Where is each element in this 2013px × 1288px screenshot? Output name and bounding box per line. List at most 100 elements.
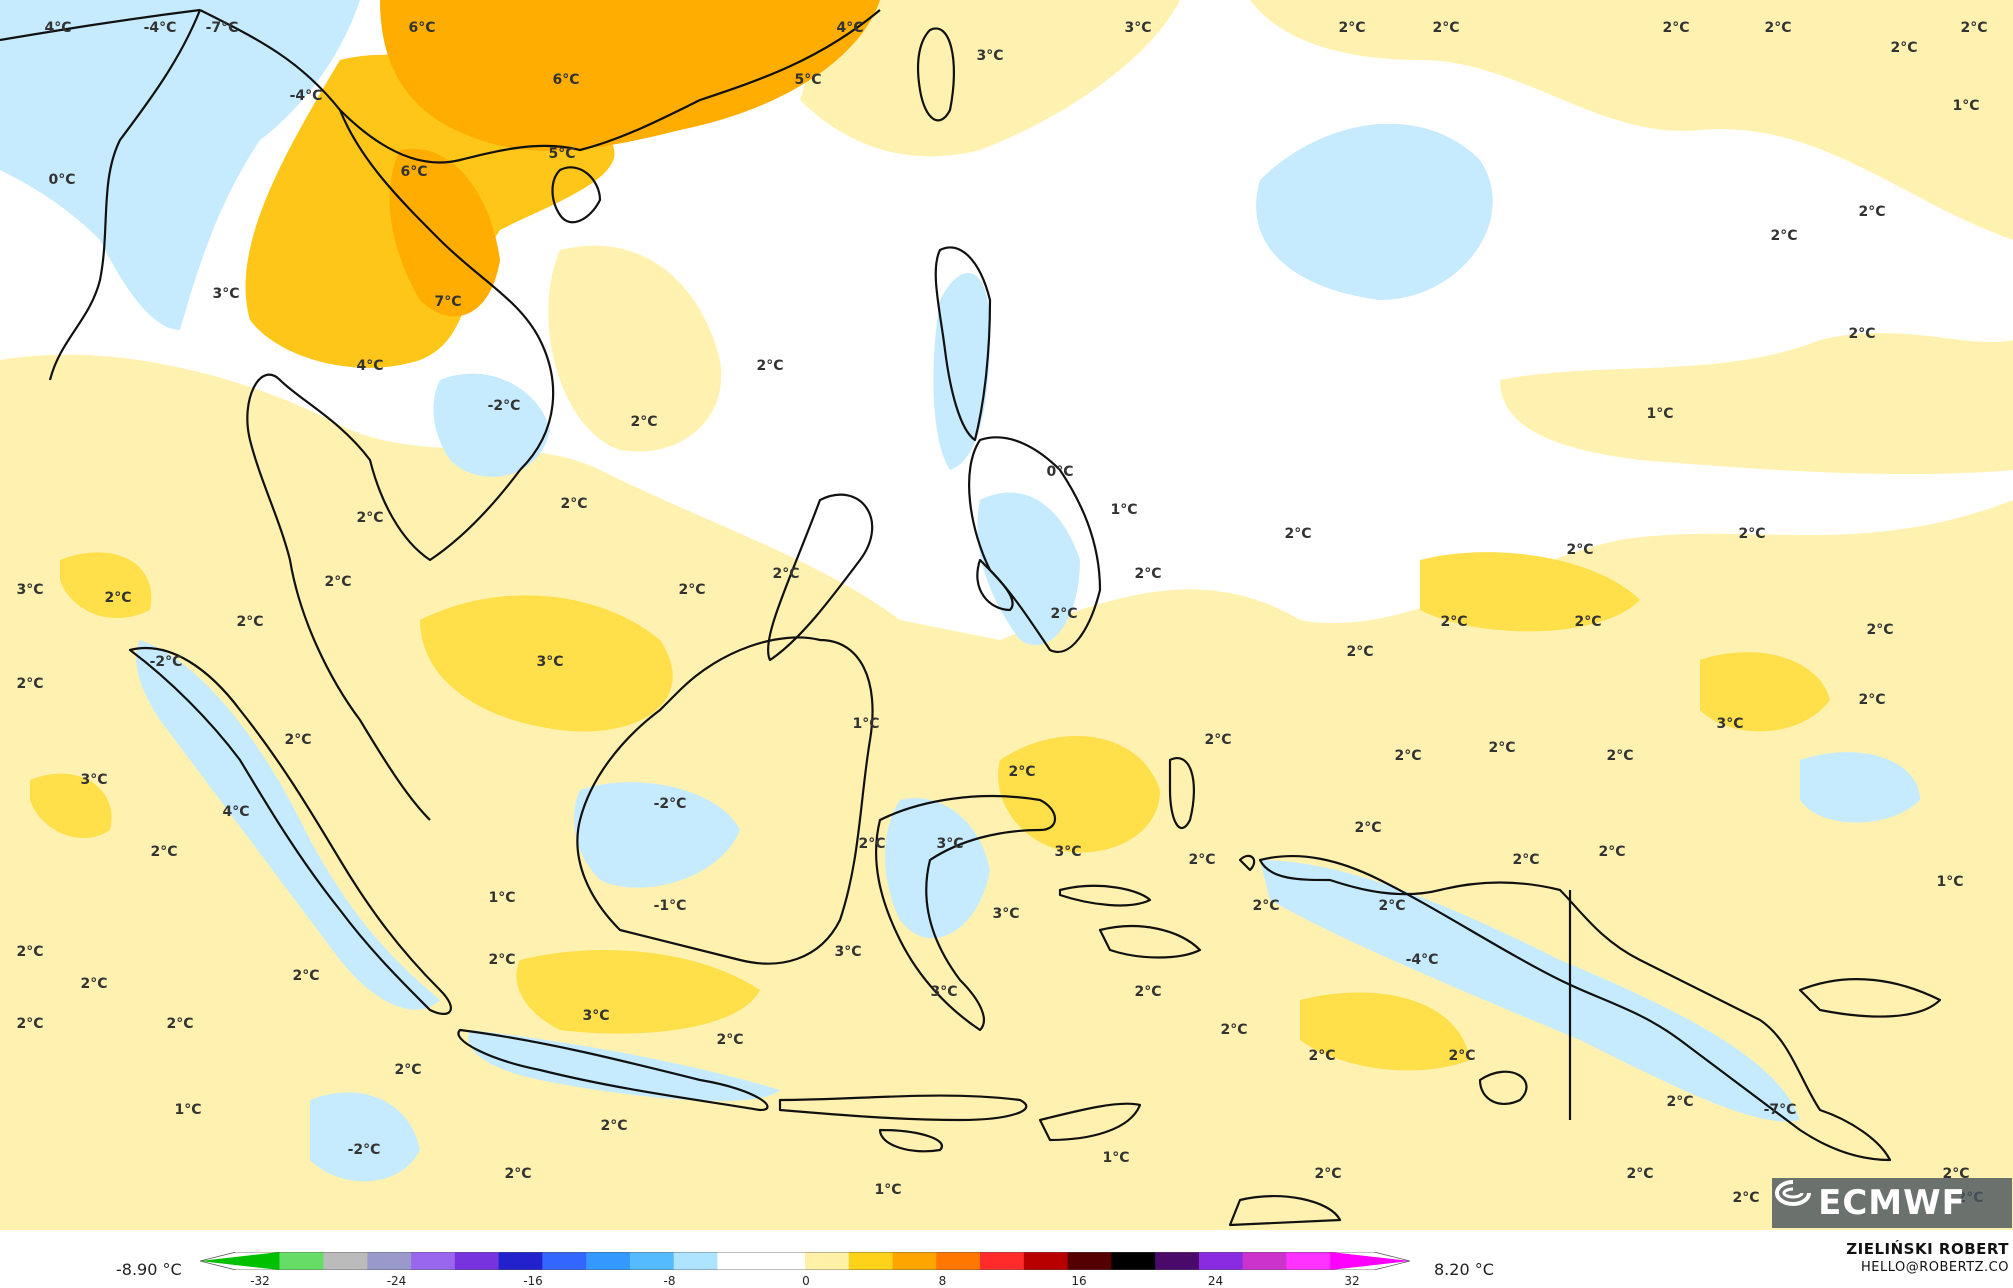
temperature-label: 2°C <box>1440 614 1468 630</box>
temperature-label: 2°C <box>1666 1094 1694 1110</box>
temperature-label: 0°C <box>48 172 76 188</box>
temperature-label: 2°C <box>292 968 320 984</box>
temperature-label: 2°C <box>1204 732 1232 748</box>
map-background <box>0 0 2013 1230</box>
legend-color-swatch <box>411 1252 456 1270</box>
legend-color-swatch <box>1155 1252 1200 1270</box>
temperature-label: 2°C <box>16 1016 44 1032</box>
temperature-label: 6°C <box>408 20 436 36</box>
temperature-label: 3°C <box>1716 716 1744 732</box>
legend-max-value: 8.20 °C <box>1434 1260 1494 1279</box>
temperature-label: 2°C <box>1314 1166 1342 1182</box>
temperature-label: 2°C <box>858 836 886 852</box>
temperature-label: 1°C <box>1102 1150 1130 1166</box>
temperature-label: 3°C <box>582 1008 610 1024</box>
temperature-label: 2°C <box>1866 622 1894 638</box>
temperature-label: 2°C <box>1764 20 1792 36</box>
coastlines <box>0 8 1942 1227</box>
temperature-label: 2°C <box>1770 228 1798 244</box>
legend-color-swatch <box>980 1252 1025 1270</box>
temperature-label: 2°C <box>1488 740 1516 756</box>
temperature-label: 2°C <box>394 1062 422 1078</box>
temperature-label: 2°C <box>1188 852 1216 868</box>
temperature-label: 5°C <box>548 146 576 162</box>
legend-color-swatch <box>717 1252 762 1270</box>
temperature-label: 2°C <box>166 1016 194 1032</box>
temperature-label: 2°C <box>1378 898 1406 914</box>
temperature-label: 2°C <box>150 844 178 860</box>
temperature-label: -7°C <box>1763 1102 1797 1118</box>
temperature-label: 1°C <box>874 1182 902 1198</box>
temperature-label: 2°C <box>1252 898 1280 914</box>
legend-tick-label: 32 <box>1344 1274 1360 1288</box>
temperature-label: 2°C <box>1626 1166 1654 1182</box>
temperature-label: 2°C <box>716 1032 744 1048</box>
temperature-label: 2°C <box>1858 204 1886 220</box>
legend-color-swatch <box>936 1252 981 1270</box>
temperature-label: 2°C <box>1738 526 1766 542</box>
anomaly-zone-yellow <box>30 552 1830 1071</box>
temperature-label: 3°C <box>80 772 108 788</box>
temperature-label: 3°C <box>936 836 964 852</box>
legend-color-swatch <box>1330 1252 1410 1270</box>
legend-color-swatch <box>848 1252 894 1270</box>
temperature-label: 2°C <box>236 614 264 630</box>
temperature-label: 2°C <box>504 1166 532 1182</box>
temperature-label: 2°C <box>1598 844 1626 860</box>
temperature-label: 2°C <box>1574 614 1602 630</box>
legend-color-swatch <box>805 1252 850 1270</box>
legend-color-swatch <box>323 1252 368 1270</box>
temperature-label: 2°C <box>324 574 352 590</box>
temperature-label: 2°C <box>772 566 800 582</box>
temperature-label: 2°C <box>1432 20 1460 36</box>
temperature-label: 1°C <box>488 890 516 906</box>
temperature-label: 2°C <box>678 582 706 598</box>
temperature-label: 4°C <box>356 358 384 374</box>
legend-color-swatch <box>1198 1252 1244 1270</box>
temperature-label: 2°C <box>1732 1190 1760 1206</box>
temperature-label: 1°C <box>1936 874 1964 890</box>
temperature-label: -2°C <box>653 796 687 812</box>
temperature-label: 2°C <box>1134 566 1162 582</box>
ecmwf-logo: ECMWF <box>1772 1178 2012 1228</box>
temperature-label: 2°C <box>1942 1166 1970 1182</box>
legend-color-swatch <box>498 1252 543 1270</box>
temperature-label: 4°C <box>222 804 250 820</box>
temperature-label: 2°C <box>1394 748 1422 764</box>
legend-tick-label: -24 <box>386 1274 407 1288</box>
color-legend: -8.90 °C -32 -24 -16 -8 0 8 16 24 32 8.20 °C ZIE… <box>0 1232 2013 1288</box>
legend-min-value: -8.90 °C <box>116 1260 182 1279</box>
legend-color-swatch <box>586 1252 631 1270</box>
temperature-label: 0°C <box>1046 464 1074 480</box>
temperature-label: 1°C <box>1952 98 1980 114</box>
legend-color-swatch <box>673 1252 718 1270</box>
temperature-label: 3°C <box>1054 844 1082 860</box>
temperature-label: -4°C <box>143 20 177 36</box>
legend-color-swatch <box>367 1252 412 1270</box>
legend-color-swatch <box>1286 1252 1331 1270</box>
temperature-label: 2°C <box>630 414 658 430</box>
temperature-label: 6°C <box>552 72 580 88</box>
legend-color-swatch <box>761 1252 806 1270</box>
author-credit: ZIELIŃSKI ROBERT HELLO@ROBERTZ.CO <box>1846 1240 2009 1275</box>
temperature-label: 3°C <box>976 48 1004 64</box>
temperature-label: 2°C <box>600 1118 628 1134</box>
legend-color-swatch <box>454 1252 500 1270</box>
temperature-label: 2°C <box>1448 1048 1476 1064</box>
temperature-label: 3°C <box>16 582 44 598</box>
temperature-label: 2°C <box>80 976 108 992</box>
ecmwf-logo-text: ECMWF <box>1818 1183 1966 1223</box>
anomaly-zone-warm <box>245 0 880 368</box>
temperature-label: 2°C <box>16 944 44 960</box>
temperature-label: -4°C <box>289 88 323 104</box>
anomaly-zone-cold <box>0 0 1920 1182</box>
temperature-label: 2°C <box>1354 820 1382 836</box>
temperature-label: 2°C <box>1512 852 1540 868</box>
temperature-label: 1°C <box>1110 502 1138 518</box>
temperature-label: 7°C <box>434 294 462 310</box>
legend-tick-label: -16 <box>523 1274 543 1288</box>
temperature-label: 3°C <box>930 984 958 1000</box>
temperature-label: 4°C <box>836 20 864 36</box>
temperature-label: 2°C <box>104 590 132 606</box>
legend-color-swatch <box>279 1252 325 1270</box>
